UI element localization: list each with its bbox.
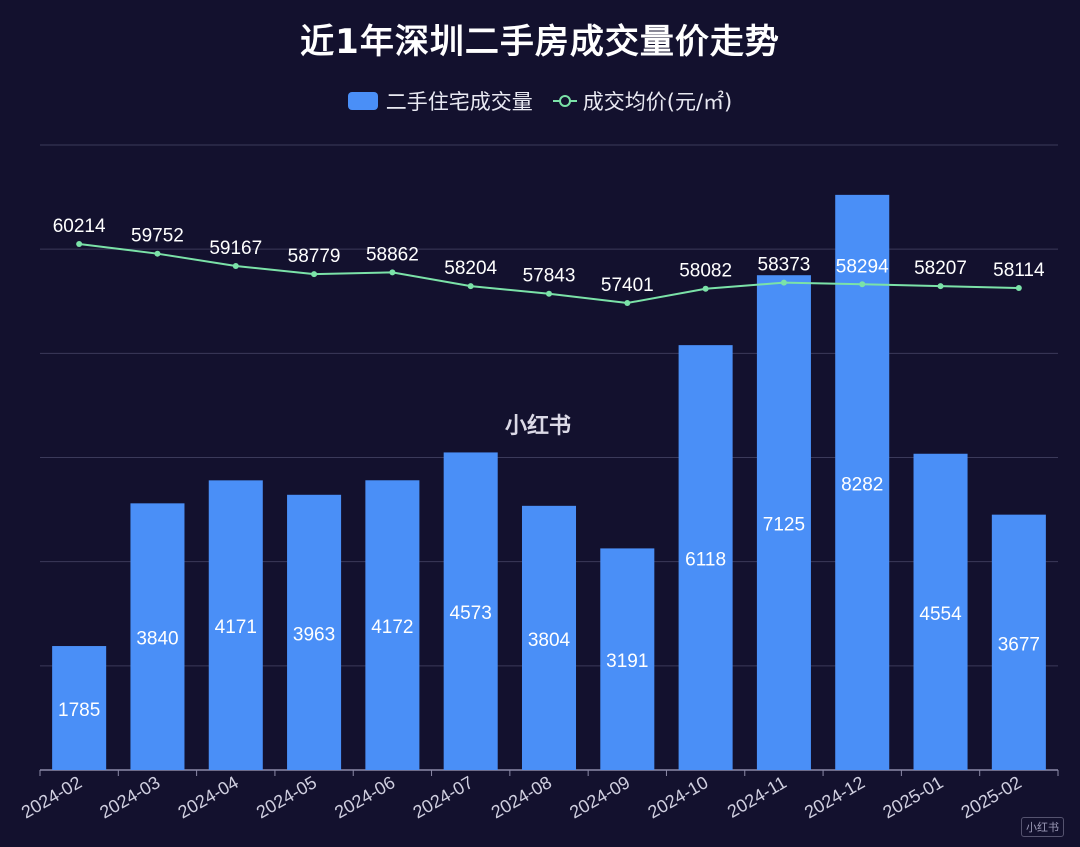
price-point [546, 290, 552, 297]
x-tick-label: 2025-01 [879, 772, 946, 822]
chart-title: 近1年深圳二手房成交量价走势 [300, 22, 780, 62]
price-point [467, 283, 474, 290]
volume-value-label: 3191 [606, 651, 648, 672]
price-value-label: 58114 [993, 260, 1045, 281]
price-value-label: 57843 [523, 266, 576, 287]
volume-value-label: 7125 [763, 515, 805, 536]
price-value-label: 58779 [288, 246, 341, 267]
volume-bar [521, 505, 577, 770]
corner-watermark: 小红书 [1021, 817, 1064, 837]
price-point [624, 300, 631, 306]
legend: 二手住宅成交量 成交均价(元/㎡) [0, 86, 1080, 116]
x-tick-label: 2024-08 [488, 772, 555, 822]
price-value-label: 58294 [836, 256, 889, 277]
x-tick-label: 2024-04 [175, 772, 242, 822]
volume-value-label: 1785 [58, 700, 100, 721]
volume-bar [365, 480, 420, 770]
volume-bar [756, 275, 811, 770]
legend-line-swatch [552, 92, 577, 110]
legend-bar-swatch [347, 92, 378, 110]
x-tick-label: 2024-11 [724, 772, 790, 822]
price-value-label: 58204 [444, 258, 497, 279]
volume-bar [443, 452, 498, 770]
volume-value-label: 4171 [215, 617, 257, 638]
volume-bar [991, 514, 1046, 770]
price-value-label: 59752 [131, 226, 184, 247]
legend-label-volume: 二手住宅成交量 [385, 90, 533, 114]
legend-label-price: 成交均价(元/㎡) [582, 90, 733, 114]
price-point [702, 285, 709, 292]
price-value-label: 58862 [366, 244, 419, 265]
volume-value-label: 3963 [293, 624, 335, 645]
price-value-label: 58207 [914, 258, 967, 279]
volume-bar [287, 494, 342, 770]
volume-bar [835, 194, 890, 771]
x-tick-label: 2024-12 [801, 772, 868, 822]
x-tick-label: 2024-07 [409, 772, 476, 822]
volume-bar [208, 480, 263, 770]
price-point [232, 262, 239, 269]
volume-bar [130, 503, 185, 770]
price-point [154, 250, 161, 257]
volume-value-label: 3804 [528, 630, 571, 651]
volume-value-label: 3677 [998, 634, 1040, 655]
price-value-label: 60214 [53, 216, 106, 237]
volume-bar [52, 646, 107, 770]
price-value-label: 59167 [209, 238, 262, 259]
price-point [389, 269, 396, 276]
x-tick-label: 2024-02 [18, 772, 85, 822]
volume-value-label: 4573 [450, 603, 492, 624]
x-tick-label: 2024-03 [96, 772, 163, 822]
watermark-logo: 小红书 [505, 414, 572, 439]
volume-value-label: 6118 [685, 550, 726, 571]
volume-bar [678, 345, 733, 770]
volume-value-label: 4554 [919, 604, 962, 625]
x-tick-label: 2025-02 [958, 772, 1025, 822]
price-point [76, 241, 83, 247]
price-point [780, 279, 787, 286]
price-point [311, 271, 318, 278]
price-point [1015, 285, 1022, 292]
price-value-label: 58082 [679, 261, 732, 282]
volume-value-label: 8282 [841, 474, 883, 495]
x-tick-label: 2024-10 [644, 772, 711, 822]
volume-value-label: 3840 [136, 629, 178, 650]
volume-bar [600, 548, 655, 770]
price-value-label: 57401 [601, 275, 654, 296]
x-tick-label: 2024-09 [566, 772, 633, 822]
price-point [937, 283, 944, 290]
x-tick-label: 2024-06 [331, 772, 398, 822]
price-value-label: 58373 [758, 255, 811, 276]
x-tick-label: 2024-05 [253, 772, 320, 822]
volume-value-label: 4172 [371, 617, 413, 638]
legend-item-price[interactable]: 成交均价(元/㎡) [552, 86, 733, 116]
price-point [859, 281, 866, 288]
volume-bar [913, 453, 968, 770]
legend-item-volume[interactable]: 二手住宅成交量 [347, 86, 533, 116]
